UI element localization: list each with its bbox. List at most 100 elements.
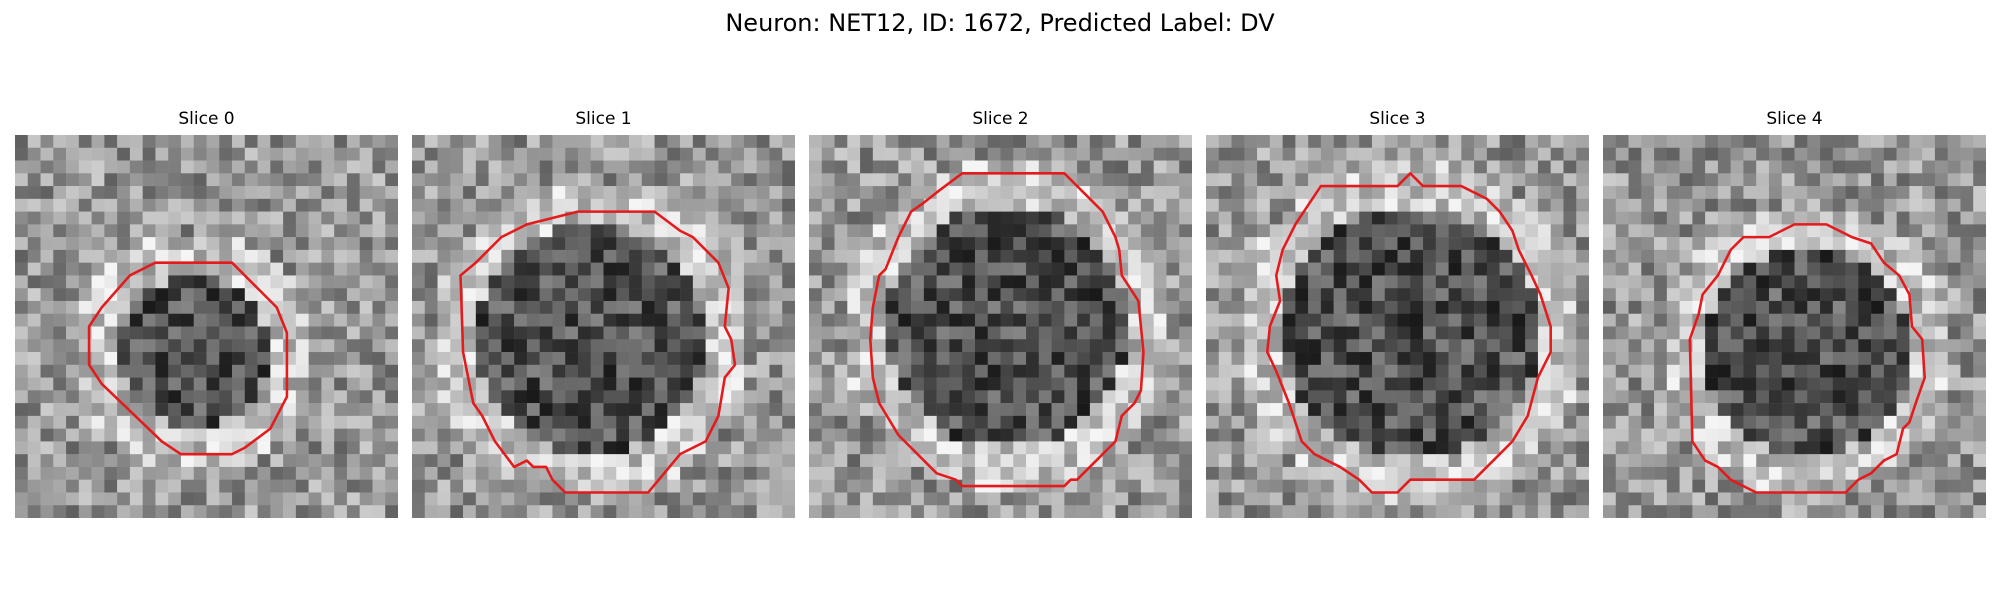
pixel [1333,415,1347,429]
pixel [1781,454,1795,468]
pixel [1474,364,1488,378]
pixel [1845,454,1859,468]
pixel [1153,147,1167,161]
pixel [1934,466,1948,480]
pixel [1537,454,1551,468]
pixel [450,300,464,314]
pixel [1051,173,1065,187]
pixel [1603,454,1617,468]
pixel [1486,377,1500,391]
pixel [1807,135,1821,149]
pixel [359,326,373,340]
pixel [1179,224,1192,238]
pixel [1320,275,1334,289]
pixel [885,224,899,238]
pixel [1615,466,1629,480]
pixel [743,466,757,480]
pixel [1397,454,1411,468]
pixel [616,479,630,493]
pixel [782,275,795,289]
pixel [193,505,207,518]
pixel [372,198,386,212]
pixel [1550,249,1564,263]
pixel [603,377,617,391]
pixel [1692,339,1706,353]
pixel [1218,352,1232,366]
pixel [1140,186,1154,200]
pixel [1333,173,1347,187]
pixel [1423,479,1437,493]
pixel [1717,300,1731,314]
pixel [1743,352,1757,366]
pixel [872,505,886,518]
pixel [552,237,566,251]
pixel [1166,377,1180,391]
pixel [1666,339,1680,353]
pixel [1832,135,1846,149]
pixel [911,505,925,518]
pixel [539,352,553,366]
pixel [117,352,131,366]
pixel [860,364,874,378]
pixel [1512,441,1526,455]
pixel [40,364,54,378]
pixel [334,466,348,480]
pixel [180,454,194,468]
pixel [809,186,823,200]
pixel [1461,454,1475,468]
pixel [834,403,848,417]
pixel [1820,237,1834,251]
pixel [1244,390,1258,404]
pixel [295,339,309,353]
pixel [91,428,105,442]
pixel [1423,249,1437,263]
pixel [603,237,617,251]
pixel [1257,173,1271,187]
pixel [27,262,41,276]
pixel [1179,198,1192,212]
pixel [1026,288,1040,302]
pixel [1346,186,1360,200]
pixel [1960,415,1974,429]
pixel [1423,173,1437,187]
pixel [821,160,835,174]
pixel [1820,147,1834,161]
pixel [40,466,54,480]
pixel [654,454,668,468]
pixel [898,173,912,187]
pixel [1013,339,1027,353]
pixel [1461,275,1475,289]
pixel [1654,224,1668,238]
pixel [654,160,668,174]
pixel [526,173,540,187]
pixel [66,173,80,187]
pixel [911,300,925,314]
pixel [1218,237,1232,251]
pixel [552,339,566,353]
pixel [437,300,451,314]
pixel [1973,275,1986,289]
pixel [809,339,823,353]
pixel [257,249,271,263]
pixel [15,377,29,391]
pixel [1960,403,1974,417]
pixel [769,300,783,314]
pixel [142,415,156,429]
pixel [1603,173,1617,187]
pixel [1038,377,1052,391]
pixel [1308,466,1322,480]
pixel [1231,275,1245,289]
pixel [1013,262,1027,276]
pixel [1295,147,1309,161]
pixel [1909,505,1923,518]
pixel [1576,198,1589,212]
pixel [539,415,553,429]
pixel [475,377,489,391]
pixel [809,211,823,225]
pixel [1832,147,1846,161]
pixel [667,339,681,353]
pixel [1295,262,1309,276]
pixel [1244,211,1258,225]
pixel [923,326,937,340]
pixel [501,428,515,442]
